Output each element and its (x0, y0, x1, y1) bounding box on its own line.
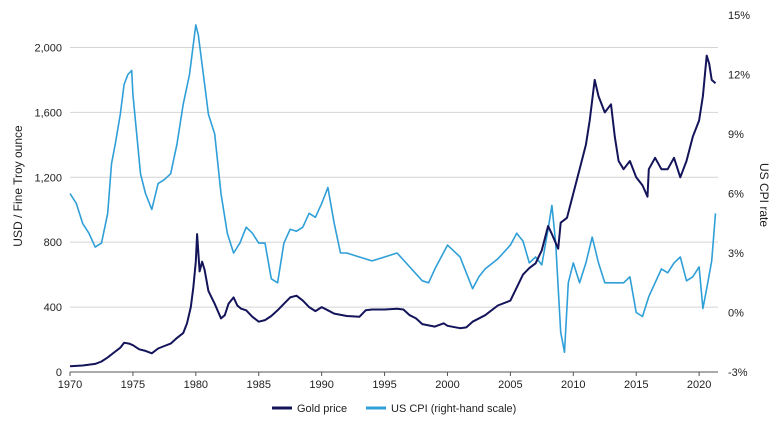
right-axis-title: US CPI rate (757, 163, 771, 227)
left-y-tick-label: 2,000 (34, 42, 62, 54)
right-y-axis: -3% 0% 3% 6% 9% 12% 15% (728, 10, 750, 379)
gold-price-line (69, 54, 717, 368)
right-y-tick-label: 3% (728, 248, 744, 260)
x-tick-label: 1975 (121, 379, 145, 391)
x-tick-label: 2010 (561, 379, 585, 391)
legend-label-gold-price: Gold price (297, 403, 347, 415)
left-y-tick-label: 1,600 (34, 107, 62, 119)
x-tick-label: 1970 (58, 379, 82, 391)
right-y-tick-label: 6% (728, 189, 744, 201)
right-y-tick-label: 9% (728, 129, 744, 141)
left-y-tick-label: 400 (44, 302, 62, 314)
right-y-tick-label: 15% (728, 10, 750, 22)
x-tick-label: 1995 (372, 379, 396, 391)
gridlines (70, 46, 718, 308)
right-y-tick-label: 0% (728, 308, 744, 320)
x-tick-label: 2005 (498, 379, 522, 391)
left-y-axis: 0 400 800 1,200 1,600 2,000 (34, 42, 62, 379)
x-tick-label: 2015 (624, 379, 648, 391)
left-y-tick-label: 1,200 (34, 172, 62, 184)
x-tick-label: 1980 (184, 379, 208, 391)
x-axis: 1970 1975 1980 1985 1990 1995 2000 2005 2010 2015… (58, 371, 718, 391)
x-tick-label: 1985 (246, 379, 270, 391)
x-tick-label: 2020 (687, 379, 711, 391)
left-y-tick-label: 800 (44, 237, 62, 249)
legend-label-us-cpi: US CPI (right-hand scale) (391, 403, 516, 415)
x-tick-label: 1990 (309, 379, 333, 391)
left-axis-title: USD / Fine Troy ounce (11, 125, 25, 247)
legend: Gold price US CPI (right-hand scale) (272, 403, 516, 415)
left-y-tick-label: 0 (56, 367, 62, 379)
us-cpi-line (69, 24, 717, 354)
series-lines (69, 24, 717, 368)
x-tick-label: 2000 (435, 379, 459, 391)
right-y-tick-label: 12% (728, 70, 750, 82)
right-y-tick-label: -3% (728, 367, 748, 379)
